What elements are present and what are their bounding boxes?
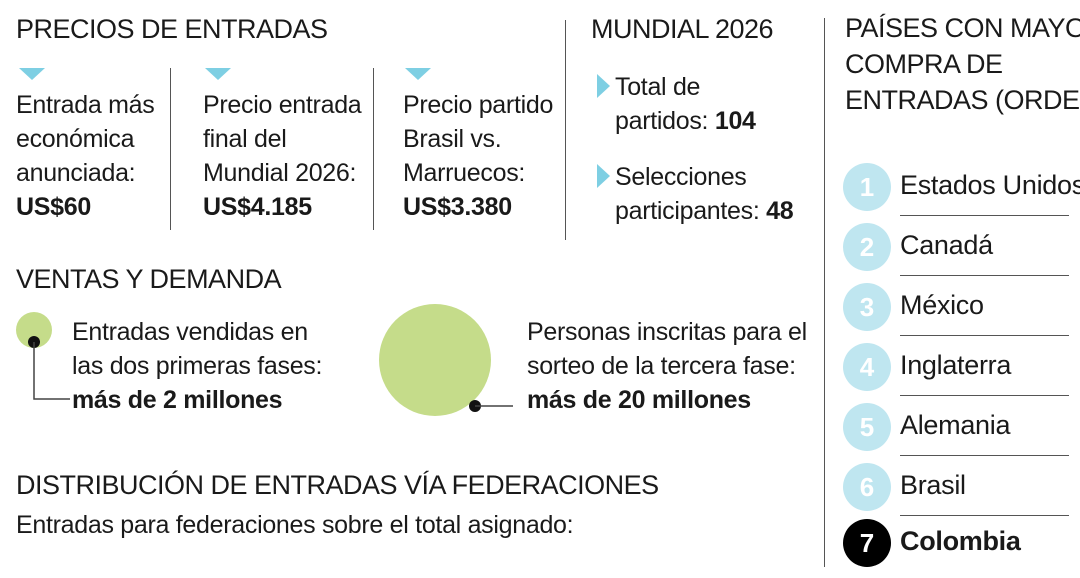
mundial-item-2: Selecciones participantes: 48 [615, 163, 794, 225]
pointer-icon [405, 68, 431, 80]
divider [373, 68, 374, 230]
divider [900, 335, 1069, 336]
country-name: Colombia [900, 526, 1021, 556]
precios-title: PRECIOS DE ENTRADAS [16, 14, 328, 44]
precio-item-3: Precio partido Brasil vs. Marruecos: US$… [403, 88, 553, 224]
mundial-value-2: 48 [766, 197, 794, 225]
precio-value-2: US$4.185 [203, 193, 312, 221]
divider [900, 275, 1069, 276]
rank-number: 7 [843, 519, 891, 567]
divider [824, 18, 825, 567]
divider [900, 395, 1069, 396]
mundial-item-1: Total de partidos: 104 [615, 73, 756, 135]
country-name: Estados Unidos [900, 170, 1080, 200]
ranking-item: 3 México [843, 282, 1069, 342]
ventas-small-value: más de 2 millones [72, 386, 283, 414]
country-name: Inglaterra [900, 350, 1012, 380]
rank-number: 4 [843, 343, 891, 391]
country-name: Alemania [900, 410, 1011, 440]
distribucion-subtitle: Entradas para federaciones sobre el tota… [16, 511, 574, 539]
ranking-item: 5 Alemania [843, 402, 1069, 462]
ventas-title: VENTAS Y DEMANDA [16, 264, 282, 294]
leader-line [33, 342, 70, 400]
ranking-item: 4 Inglaterra [843, 342, 1069, 402]
country-name: Canadá [900, 230, 993, 260]
divider [900, 215, 1069, 216]
mundial-value-1: 104 [714, 107, 756, 135]
divider [900, 455, 1069, 456]
large-circle-graphic [379, 304, 513, 416]
mundial-title: MUNDIAL 2026 [591, 14, 774, 44]
rank-number: 5 [843, 403, 891, 451]
divider [900, 515, 1069, 516]
pointer-icon [19, 68, 45, 80]
precio-item-2: Precio entrada final del Mundial 2026: U… [203, 88, 362, 224]
distribucion-title: DISTRIBUCIÓN DE ENTRADAS VÍA FEDERACIONE… [16, 470, 659, 500]
precio-item-1: Entrada más económica anunciada: US$60 [16, 88, 155, 224]
ranking-item-highlighted: 7 Colombia [843, 518, 1069, 578]
small-circle-graphic [16, 312, 70, 400]
ventas-large-text: Personas inscritas para el sorteo de la … [527, 315, 807, 417]
rank-number: 6 [843, 463, 891, 511]
small-demand-circle [16, 312, 52, 348]
pointer-icon [205, 68, 231, 80]
country-name: México [900, 290, 984, 320]
rank-number: 3 [843, 283, 891, 331]
country-name: Brasil [900, 470, 966, 500]
pointer-icon [597, 164, 610, 188]
rank-number: 1 [843, 163, 891, 211]
ventas-large-value: más de 20 millones [527, 386, 751, 414]
paises-title: PAÍSES CON MAYOR COMPRA DE ENTRADAS (ORD… [845, 13, 1080, 115]
precio-value-1: US$60 [16, 193, 91, 221]
divider [170, 68, 171, 230]
divider [565, 20, 566, 240]
pointer-icon [597, 74, 610, 98]
rank-number: 2 [843, 223, 891, 271]
ranking-item: 2 Canadá [843, 222, 1069, 282]
ranking-item: 6 Brasil [843, 462, 1069, 522]
large-demand-circle [379, 304, 491, 416]
ventas-small-text: Entradas vendidas en las dos primeras fa… [72, 315, 322, 417]
precio-value-3: US$3.380 [403, 193, 512, 221]
ranking-item: 1 Estados Unidos [843, 162, 1080, 222]
